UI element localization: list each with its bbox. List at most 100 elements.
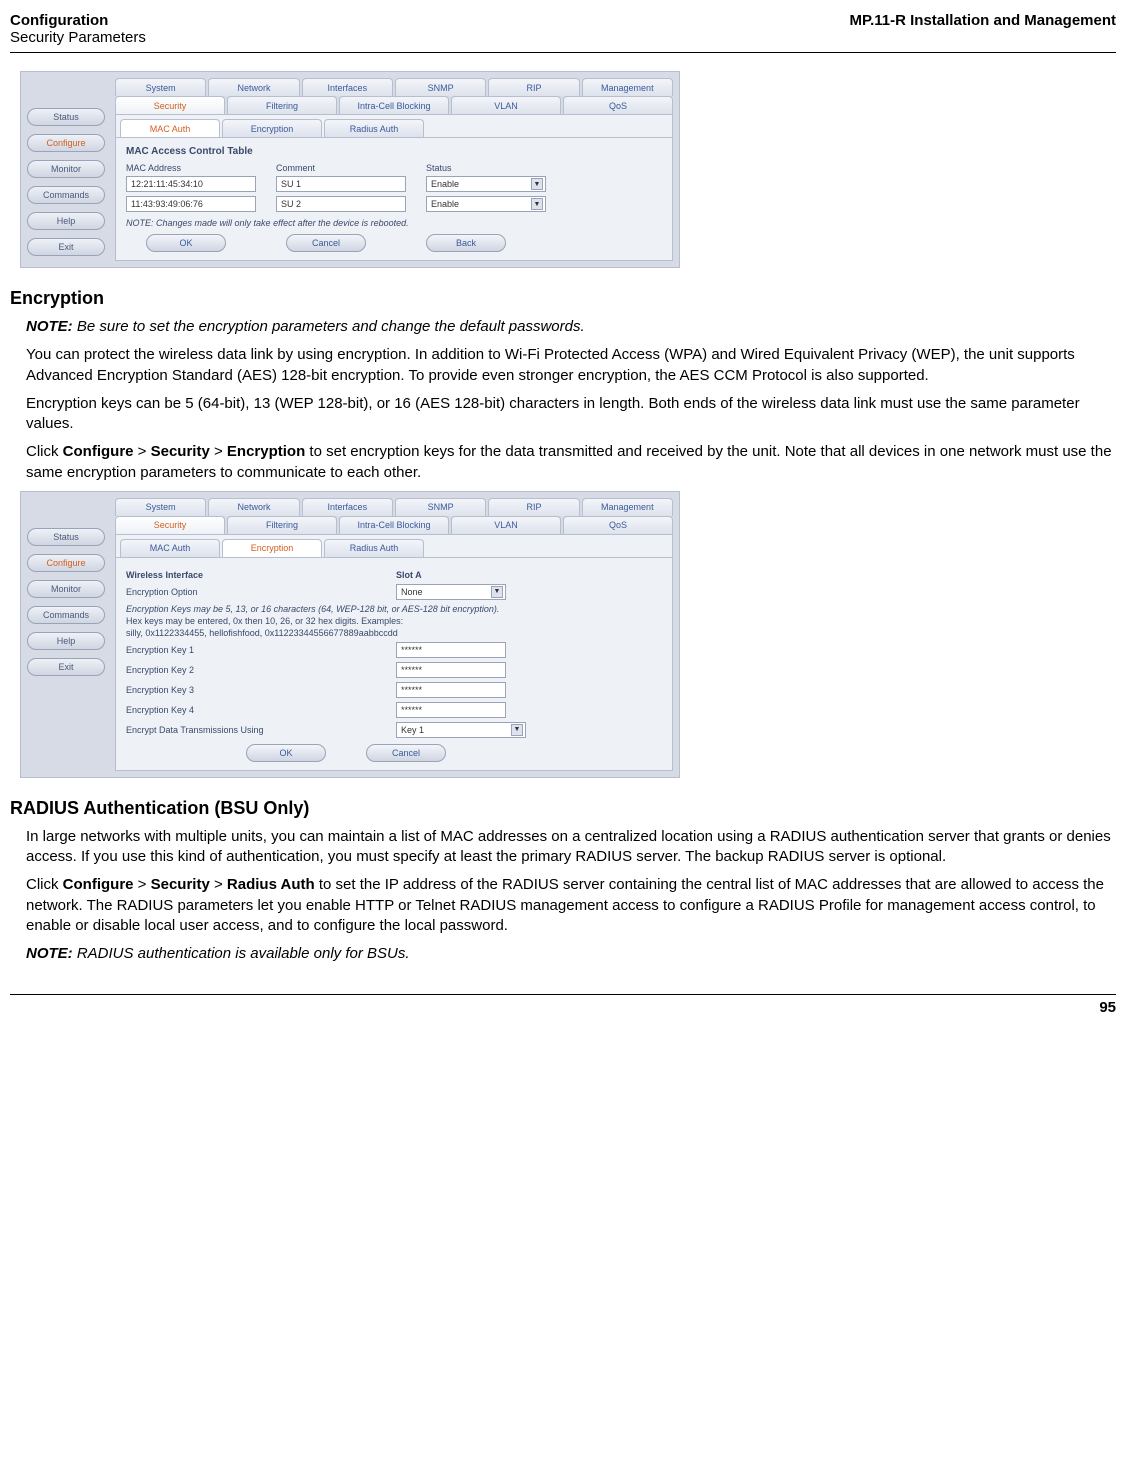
subtabs: MAC Auth Encryption Radius Auth — [115, 114, 673, 137]
key4-label: Encryption Key 4 — [126, 705, 396, 715]
mac-input[interactable]: 12:21:11:45:34:10 — [126, 176, 256, 192]
tab-intracell[interactable]: Intra-Cell Blocking — [339, 516, 449, 534]
button-row: OK Cancel Back — [126, 234, 662, 252]
col-mac: MAC Address — [126, 163, 256, 173]
radius-p2: Click Configure > Security > Radius Auth… — [26, 875, 1116, 936]
status-select[interactable]: Enable▼ — [426, 176, 546, 192]
tab-vlan[interactable]: VLAN — [451, 516, 561, 534]
page-header: Configuration Security Parameters MP.11-… — [0, 12, 1126, 48]
tab-interfaces[interactable]: Interfaces — [302, 498, 393, 516]
key1-label: Encryption Key 1 — [126, 645, 396, 655]
tab-network[interactable]: Network — [208, 78, 299, 96]
tab-qos[interactable]: QoS — [563, 96, 673, 114]
tab-security[interactable]: Security — [115, 96, 225, 114]
encryption-card: Wireless Interface Slot A Encryption Opt… — [115, 557, 673, 771]
status-select[interactable]: Enable▼ — [426, 196, 546, 212]
back-button[interactable]: Back — [426, 234, 506, 252]
key-line: Encryption Key 3 ****** — [126, 682, 662, 698]
sidebar-exit[interactable]: Exit — [27, 238, 105, 256]
key1-input[interactable]: ****** — [396, 642, 506, 658]
tab-filtering[interactable]: Filtering — [227, 516, 337, 534]
mac-card: MAC Access Control Table MAC Address Com… — [115, 137, 673, 261]
wi-value: Slot A — [396, 570, 422, 580]
tab-snmp[interactable]: SNMP — [395, 498, 486, 516]
encryption-p2: Encryption keys can be 5 (64-bit), 13 (W… — [26, 394, 1116, 435]
note-label: NOTE: — [26, 318, 73, 335]
tab-filtering[interactable]: Filtering — [227, 96, 337, 114]
main-pane: System Network Interfaces SNMP RIP Manag… — [115, 78, 673, 261]
subtab-macauth[interactable]: MAC Auth — [120, 119, 220, 137]
key2-input[interactable]: ****** — [396, 662, 506, 678]
comment-input[interactable]: SU 1 — [276, 176, 406, 192]
tab-system[interactable]: System — [115, 78, 206, 96]
sidebar-configure[interactable]: Configure — [27, 134, 105, 152]
tab-qos[interactable]: QoS — [563, 516, 673, 534]
ok-button[interactable]: OK — [246, 744, 326, 762]
sidebar-monitor[interactable]: Monitor — [27, 580, 105, 598]
comment-input[interactable]: SU 2 — [276, 196, 406, 212]
top-rule — [10, 52, 1116, 53]
tab-rip[interactable]: RIP — [488, 498, 579, 516]
enc-note1: Encryption Keys may be 5, 13, or 16 char… — [126, 604, 662, 614]
tab-security[interactable]: Security — [115, 516, 225, 534]
p3-b1: Configure — [63, 443, 134, 460]
p3-b2: Security — [151, 443, 210, 460]
p3-gt1: > — [134, 443, 151, 460]
sidebar-commands[interactable]: Commands — [27, 606, 105, 624]
key2-label: Encryption Key 2 — [126, 665, 396, 675]
sidebar-exit[interactable]: Exit — [27, 658, 105, 676]
cancel-button[interactable]: Cancel — [366, 744, 446, 762]
subtab-radiusauth[interactable]: Radius Auth — [324, 539, 424, 557]
sidebar-help[interactable]: Help — [27, 632, 105, 650]
enc-opt-select[interactable]: None ▼ — [396, 584, 506, 600]
sidebar: Status Configure Monitor Commands Help E… — [27, 78, 105, 261]
wireless-interface-line: Wireless Interface Slot A — [126, 570, 662, 580]
cancel-button[interactable]: Cancel — [286, 234, 366, 252]
subtab-radiusauth[interactable]: Radius Auth — [324, 119, 424, 137]
header-right: MP.11-R Installation and Management — [850, 12, 1116, 46]
tab-snmp[interactable]: SNMP — [395, 78, 486, 96]
table-header: MAC Address Comment Status — [126, 163, 662, 173]
tab-intracell[interactable]: Intra-Cell Blocking — [339, 96, 449, 114]
ok-button[interactable]: OK — [146, 234, 226, 252]
tab-vlan[interactable]: VLAN — [451, 96, 561, 114]
transmit-value: Key 1 — [401, 725, 424, 735]
subtab-macauth[interactable]: MAC Auth — [120, 539, 220, 557]
subtab-encryption[interactable]: Encryption — [222, 119, 322, 137]
sidebar-commands[interactable]: Commands — [27, 186, 105, 204]
tab-management[interactable]: Management — [582, 498, 673, 516]
p2-b2: Security — [151, 876, 210, 893]
enc-opt-value: None — [401, 587, 423, 597]
transmit-label: Encrypt Data Transmissions Using — [126, 725, 396, 735]
tab-system[interactable]: System — [115, 498, 206, 516]
bottom-rule — [10, 994, 1116, 995]
key-line: Encryption Key 2 ****** — [126, 662, 662, 678]
card-title: MAC Access Control Table — [126, 146, 662, 157]
page-number: 95 — [0, 999, 1126, 1016]
tab-rip[interactable]: RIP — [488, 78, 579, 96]
screenshot-mac-auth: Status Configure Monitor Commands Help E… — [20, 71, 680, 268]
tab-network[interactable]: Network — [208, 498, 299, 516]
sidebar-configure[interactable]: Configure — [27, 554, 105, 572]
radius-note: NOTE: RADIUS authentication is available… — [26, 944, 1116, 964]
reboot-note: NOTE: Changes made will only take effect… — [126, 218, 662, 228]
mac-input[interactable]: 11:43:93:49:06:76 — [126, 196, 256, 212]
status-value: Enable — [431, 179, 459, 189]
tabrow-secondary: Security Filtering Intra-Cell Blocking V… — [115, 96, 673, 114]
key3-input[interactable]: ****** — [396, 682, 506, 698]
dropdown-icon: ▼ — [491, 586, 503, 598]
sidebar-help[interactable]: Help — [27, 212, 105, 230]
key4-input[interactable]: ****** — [396, 702, 506, 718]
sidebar-status[interactable]: Status — [27, 108, 105, 126]
transmit-select[interactable]: Key 1▼ — [396, 722, 526, 738]
enc-note3: silly, 0x1122334455, hellofishfood, 0x11… — [126, 628, 662, 638]
col-status: Status — [426, 163, 546, 173]
tab-management[interactable]: Management — [582, 78, 673, 96]
note-text: Be sure to set the encryption parameters… — [77, 318, 585, 335]
tab-interfaces[interactable]: Interfaces — [302, 78, 393, 96]
encryption-option-line: Encryption Option None▼ — [126, 584, 662, 600]
subtab-encryption[interactable]: Encryption — [222, 539, 322, 557]
sidebar-status[interactable]: Status — [27, 528, 105, 546]
sidebar-monitor[interactable]: Monitor — [27, 160, 105, 178]
p2-gt1: > — [134, 876, 151, 893]
